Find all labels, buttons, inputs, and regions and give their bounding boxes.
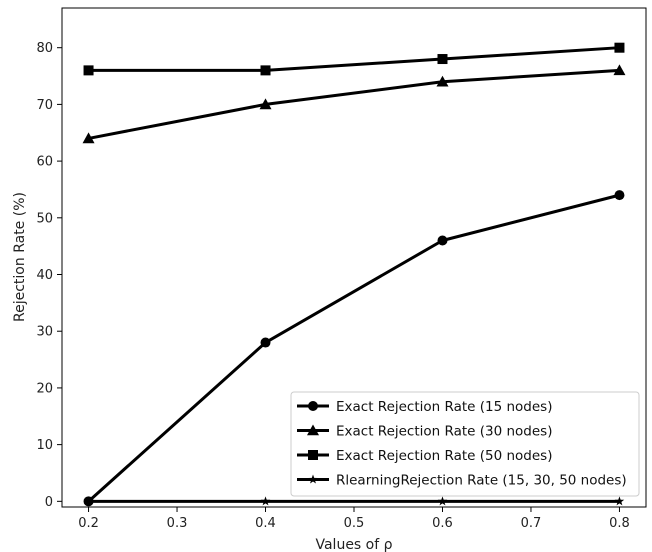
y-tick-label: 70 <box>36 98 53 113</box>
legend-box <box>290 391 640 497</box>
data-point-star <box>614 496 625 506</box>
x-tick-label: 0.4 <box>255 516 276 531</box>
x-tick-label: 0.8 <box>609 516 630 531</box>
legend-label: Exact Rejection Rate (15 nodes) <box>336 399 552 415</box>
legend-marker-circle <box>308 401 318 411</box>
data-point-square <box>614 42 625 53</box>
x-tick-label: 0.2 <box>78 516 99 531</box>
data-point-star <box>83 496 94 506</box>
data-point-circle <box>260 337 271 348</box>
data-point-square <box>437 54 448 65</box>
y-tick-label: 30 <box>36 325 53 340</box>
x-axis-label: Values of ρ <box>315 537 392 552</box>
legend-label: Exact Rejection Rate (30 nodes) <box>336 424 552 440</box>
data-point-star <box>437 496 448 506</box>
y-tick-label: 80 <box>36 41 53 56</box>
legend-marker-square <box>308 450 318 460</box>
y-tick-label: 10 <box>36 438 53 453</box>
y-tick-label: 20 <box>36 381 53 396</box>
series-layer <box>82 42 626 507</box>
legend-item: Exact Rejection Rate (50 nodes) <box>297 448 552 464</box>
series-4 <box>83 496 625 506</box>
legend-marker-star <box>308 474 318 484</box>
data-point-square <box>83 65 94 76</box>
x-tick-label: 0.6 <box>432 516 453 531</box>
data-point-circle <box>614 190 625 201</box>
data-point-triangle <box>436 75 449 87</box>
legend-item: Exact Rejection Rate (30 nodes) <box>297 424 552 440</box>
y-tick-label: 50 <box>36 211 53 226</box>
data-point-star <box>260 496 271 506</box>
legend-marker-triangle <box>307 424 319 436</box>
x-tick-label: 0.7 <box>521 516 542 531</box>
legend-label: RlearningRejection Rate (15, 30, 50 node… <box>336 473 627 489</box>
series-3 <box>83 42 625 76</box>
data-point-square <box>260 65 271 76</box>
x-tick-label: 0.3 <box>167 516 188 531</box>
data-point-triangle <box>259 98 272 110</box>
legend-item: RlearningRejection Rate (15, 30, 50 node… <box>297 473 627 489</box>
legend-label: Exact Rejection Rate (50 nodes) <box>336 448 552 464</box>
x-tick-label: 0.5 <box>344 516 365 531</box>
data-point-triangle <box>613 64 626 76</box>
y-tick-label: 40 <box>36 268 53 283</box>
x-axis-ticks: 0.2 0.3 0.4 0.5 0.6 0.7 0.8 <box>78 507 630 531</box>
series-line <box>88 68 620 140</box>
series-line <box>87 193 620 503</box>
y-axis-ticks: 0 10 20 30 40 50 60 70 80 <box>36 41 62 510</box>
y-tick-label: 60 <box>36 155 53 170</box>
legend-item: Exact Rejection Rate (15 nodes) <box>297 399 552 415</box>
y-axis-label: Rejection Rate (%) <box>12 192 28 322</box>
data-point-circle <box>437 235 448 246</box>
series-line <box>88 46 620 72</box>
y-tick-label: 0 <box>45 495 53 510</box>
data-point-triangle <box>82 132 95 144</box>
series-2 <box>82 64 626 144</box>
legend: Exact Rejection Rate (15 nodes) Exact Rej… <box>290 391 640 497</box>
